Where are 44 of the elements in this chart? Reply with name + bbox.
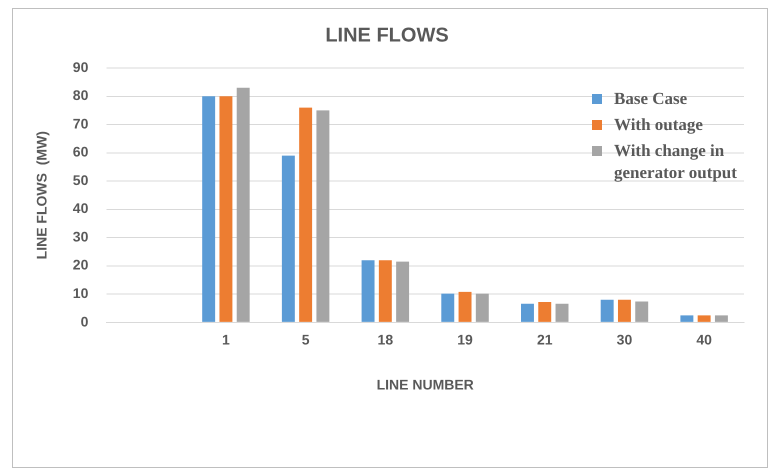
y-tick-label: 70 [72,115,89,132]
y-tick-label: 60 [72,144,89,160]
bar [396,262,410,322]
x-tick-label: 19 [457,332,474,348]
y-tick-label: 50 [72,172,89,188]
legend-label: With outage [614,114,703,136]
y-tick-label: 20 [72,256,89,273]
bar [680,315,694,322]
bar [538,302,552,322]
bar [458,292,472,322]
y-tick-label: 90 [72,58,89,75]
y-axis-title: LINE FLOWS (MW) [33,131,50,260]
bar [378,260,392,322]
y-tick-label: 0 [80,313,89,330]
chart-title: LINE FLOWS [325,24,449,47]
bar [556,304,568,322]
bar [714,315,728,322]
x-tick-label: 1 [222,332,230,348]
y-tick-label: 30 [72,228,89,244]
bar [236,88,250,322]
x-tick-label: 18 [378,332,394,348]
bar [299,108,312,322]
legend-label: With change in generator output [614,140,738,184]
bar [476,294,489,322]
y-tick-label: 40 [72,200,89,216]
bar [520,304,534,322]
bar [600,300,614,322]
bar [441,294,454,322]
x-tick-label: 30 [616,332,632,348]
bar [698,315,711,322]
x-tick-label: 40 [696,332,712,348]
bar [635,301,648,322]
bar [618,300,631,322]
bar [316,110,330,322]
y-tick-label: 10 [72,284,89,301]
x-tick-label: 5 [302,332,310,348]
y-tick-label: 80 [72,87,89,104]
bar [219,96,232,322]
bar [202,96,216,322]
bar [282,156,295,322]
bar [362,260,375,322]
legend-label: Base Case [614,88,688,110]
x-axis-title: LINE NUMBER [376,376,474,392]
x-tick-label: 21 [536,332,553,348]
